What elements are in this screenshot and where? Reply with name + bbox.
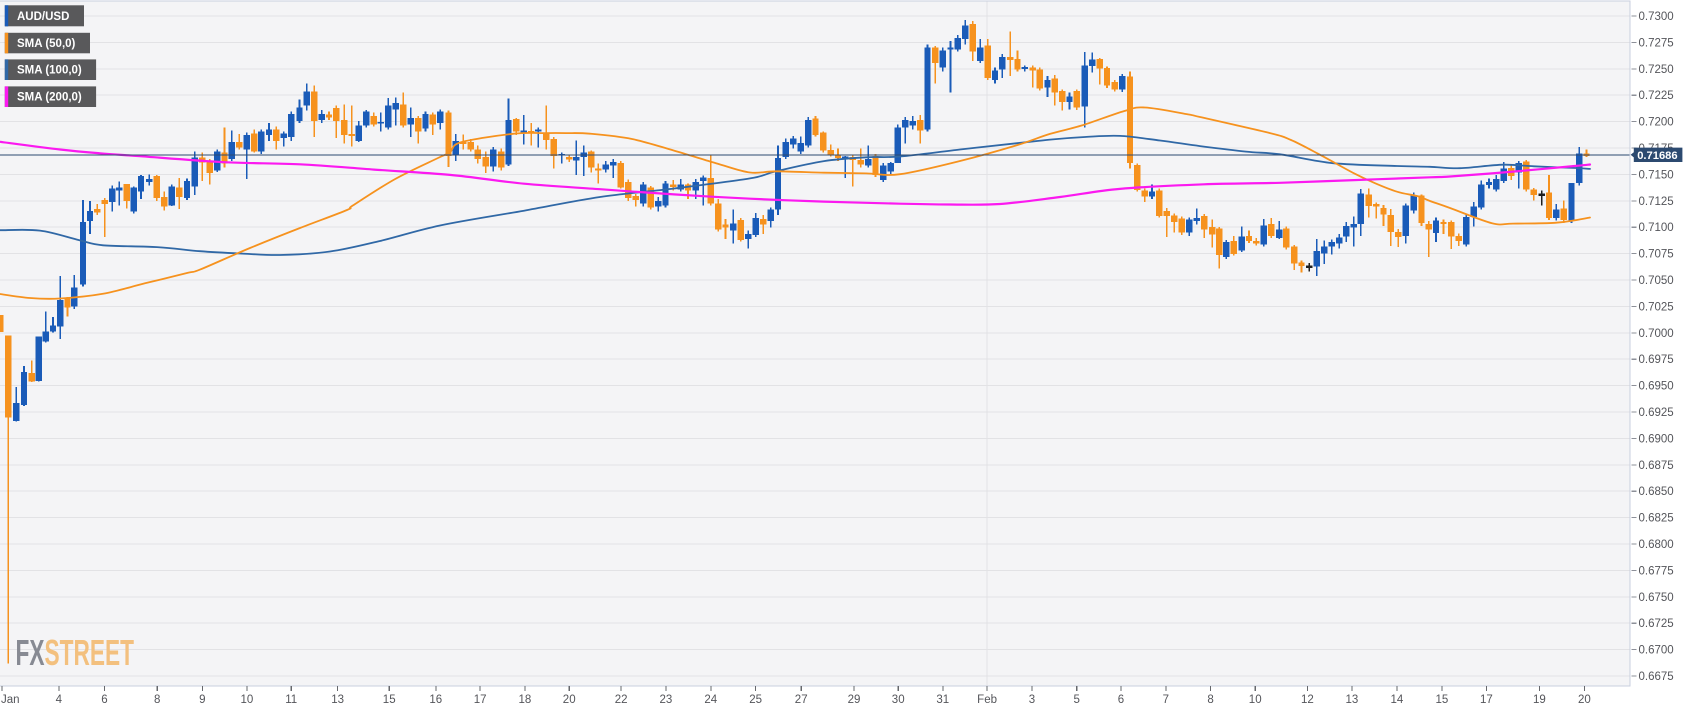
svg-text:15: 15 — [383, 694, 396, 706]
svg-text:0.6925: 0.6925 — [1639, 407, 1674, 419]
svg-text:20: 20 — [563, 694, 576, 706]
svg-text:23: 23 — [660, 694, 673, 706]
svg-text:18: 18 — [519, 694, 532, 706]
svg-text:20: 20 — [1578, 694, 1591, 706]
svg-text:31: 31 — [936, 694, 949, 706]
svg-text:29: 29 — [848, 694, 861, 706]
svg-text:27: 27 — [795, 694, 808, 706]
svg-text:0.71686: 0.71686 — [1637, 150, 1677, 162]
svg-text:12: 12 — [1301, 694, 1314, 706]
svg-text:5: 5 — [1073, 694, 1079, 706]
svg-text:0.6850: 0.6850 — [1639, 486, 1674, 498]
svg-text:Feb: Feb — [977, 694, 997, 706]
svg-text:0.7300: 0.7300 — [1639, 11, 1674, 23]
svg-text:14: 14 — [1391, 694, 1404, 706]
svg-text:Jan: Jan — [1, 694, 20, 706]
svg-text:10: 10 — [241, 694, 254, 706]
svg-text:17: 17 — [1480, 694, 1493, 706]
svg-text:25: 25 — [749, 694, 762, 706]
svg-text:16: 16 — [429, 694, 442, 706]
svg-text:0.7150: 0.7150 — [1639, 169, 1674, 181]
svg-text:0.6750: 0.6750 — [1639, 592, 1674, 604]
svg-text:15: 15 — [1436, 694, 1449, 706]
svg-text:SMA (200,0): SMA (200,0) — [17, 92, 82, 104]
svg-text:0.7100: 0.7100 — [1639, 222, 1674, 234]
svg-text:SMA (100,0): SMA (100,0) — [17, 65, 82, 77]
svg-text:0.6700: 0.6700 — [1639, 645, 1674, 657]
svg-text:0.7125: 0.7125 — [1639, 196, 1674, 208]
svg-text:FXSTREET: FXSTREET — [16, 634, 135, 673]
svg-text:17: 17 — [474, 694, 487, 706]
svg-text:30: 30 — [892, 694, 905, 706]
svg-text:AUD/USD: AUD/USD — [17, 11, 69, 23]
svg-text:0.7075: 0.7075 — [1639, 249, 1674, 261]
svg-text:SMA (50,0): SMA (50,0) — [17, 38, 76, 50]
svg-text:13: 13 — [1346, 694, 1359, 706]
svg-text:0.6675: 0.6675 — [1639, 671, 1674, 683]
svg-text:8: 8 — [1207, 694, 1213, 706]
svg-text:0.6900: 0.6900 — [1639, 433, 1674, 445]
svg-text:6: 6 — [1118, 694, 1124, 706]
svg-text:0.6875: 0.6875 — [1639, 460, 1674, 472]
svg-text:22: 22 — [615, 694, 628, 706]
svg-text:0.6725: 0.6725 — [1639, 618, 1674, 630]
svg-text:0.7275: 0.7275 — [1639, 37, 1674, 49]
svg-text:0.7250: 0.7250 — [1639, 64, 1674, 76]
svg-text:13: 13 — [331, 694, 344, 706]
svg-text:11: 11 — [285, 694, 297, 706]
svg-text:0.6950: 0.6950 — [1639, 381, 1674, 393]
svg-text:3: 3 — [1029, 694, 1035, 706]
svg-text:9: 9 — [199, 694, 205, 706]
svg-text:24: 24 — [704, 694, 717, 706]
svg-text:0.7025: 0.7025 — [1639, 301, 1674, 313]
svg-text:0.6825: 0.6825 — [1639, 513, 1674, 525]
svg-text:4: 4 — [56, 694, 63, 706]
svg-text:7: 7 — [1163, 694, 1169, 706]
svg-text:0.6975: 0.6975 — [1639, 354, 1674, 366]
svg-text:0.6800: 0.6800 — [1639, 539, 1674, 551]
svg-text:6: 6 — [101, 694, 107, 706]
svg-text:0.6775: 0.6775 — [1639, 565, 1674, 577]
svg-text:8: 8 — [154, 694, 160, 706]
svg-text:0.7050: 0.7050 — [1639, 275, 1674, 287]
svg-text:0.7225: 0.7225 — [1639, 90, 1674, 102]
svg-text:0.7200: 0.7200 — [1639, 117, 1674, 129]
svg-text:0.7000: 0.7000 — [1639, 328, 1674, 340]
svg-text:19: 19 — [1533, 694, 1546, 706]
svg-text:10: 10 — [1249, 694, 1262, 706]
